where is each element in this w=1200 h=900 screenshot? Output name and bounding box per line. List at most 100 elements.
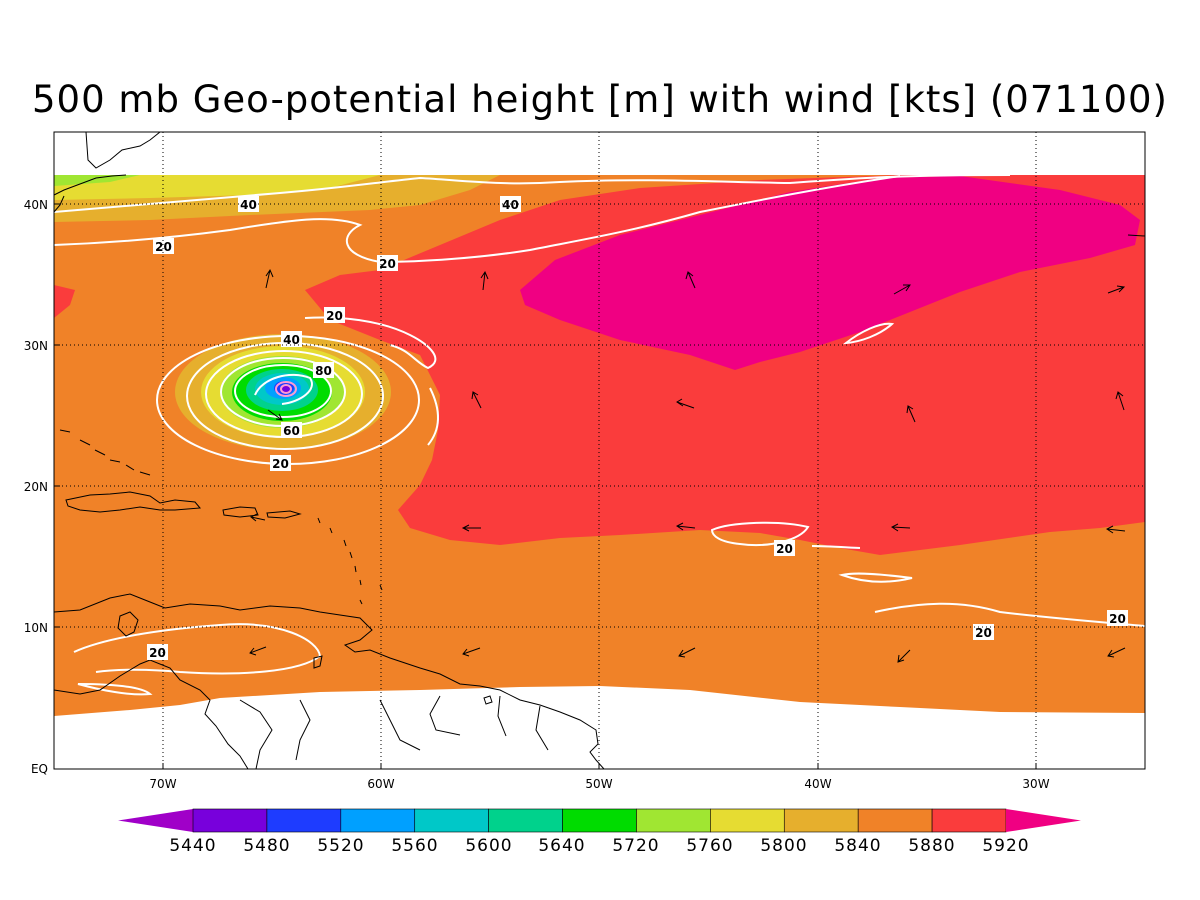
- colorbar-label: 5800: [760, 836, 807, 856]
- colorbar-swatch: [857, 808, 933, 833]
- colorbar-label: 5760: [686, 836, 733, 856]
- colorbar-label: 5520: [317, 836, 364, 856]
- colorbar-swatch: [562, 808, 637, 833]
- lon-label-50w: 50W: [585, 777, 612, 791]
- contour-label-text: 20: [272, 457, 289, 471]
- wind-contour: [838, 572, 913, 583]
- wind-arrow: [1107, 285, 1126, 294]
- lon-label-30w: 30W: [1022, 777, 1049, 791]
- colorbar-swatch: [710, 808, 785, 833]
- height-band-5920: [520, 176, 1140, 370]
- colorbar-label: 5920: [982, 836, 1029, 856]
- contour-label-text: 60: [283, 424, 300, 438]
- colorbar-swatch: [340, 808, 416, 833]
- height-band-5880-west: [54, 285, 75, 318]
- wind-arrow: [891, 523, 911, 532]
- colorbar: [118, 808, 1081, 833]
- coastline-trinidad: [313, 655, 323, 669]
- contour-label-text: 80: [315, 364, 332, 378]
- colorbar-swatch: [118, 809, 193, 832]
- wind-arrow: [1106, 525, 1126, 534]
- lon-label-60w: 60W: [367, 777, 394, 791]
- colorbar-swatch: [931, 808, 1007, 833]
- contour-label-text: 40: [240, 198, 257, 212]
- colorbar-labels: 5440 5480 5520 5560 5600 5640 5720 5760 …: [169, 836, 1029, 856]
- wind-contour: [710, 521, 810, 546]
- colorbar-swatch: [192, 808, 268, 833]
- contour-label: 20: [973, 624, 994, 640]
- contour-label: 60: [281, 422, 302, 438]
- lat-label-40n: 40N: [24, 198, 48, 212]
- wind-arrow: [265, 268, 274, 289]
- contour-label-text: 20: [155, 240, 172, 254]
- lon-label-40w: 40W: [804, 777, 831, 791]
- wind-arrow: [893, 284, 911, 295]
- colorbar-label: 5600: [465, 836, 512, 856]
- wind-arrow: [906, 405, 916, 423]
- contour-label-text: 40: [283, 333, 300, 347]
- wind-arrow: [676, 398, 695, 409]
- colorbar-label: 5880: [908, 836, 955, 856]
- wind-arrow: [480, 270, 489, 291]
- contour-label-text: 20: [1109, 612, 1126, 626]
- coastline-south-america: [53, 593, 605, 770]
- lat-label-20n: 20N: [24, 480, 48, 494]
- wind-contour: [874, 602, 1145, 627]
- wind-arrow: [267, 409, 283, 421]
- contour-label-text: 20: [326, 309, 343, 323]
- coastlines: [53, 131, 605, 770]
- colorbar-label: 5720: [612, 836, 659, 856]
- colorbar-label: 5560: [391, 836, 438, 856]
- wind-arrow: [897, 649, 911, 663]
- wind-contour: [427, 387, 439, 446]
- wind-contour: [280, 384, 292, 394]
- colorbar-swatch: [1006, 809, 1081, 832]
- lat-label-10n: 10N: [24, 621, 48, 635]
- contour-label: 20: [153, 238, 174, 254]
- map-title: 500 mb Geo-potential height [m] with win…: [32, 78, 1168, 121]
- coastline-lesser-antilles: [317, 517, 383, 605]
- wind-contour: [54, 174, 1011, 213]
- lat-label-eq: EQ: [31, 762, 48, 776]
- wind-arrow: [685, 271, 696, 289]
- lon-label-70w: 70W: [149, 777, 176, 791]
- coastline-tobago: [483, 695, 493, 705]
- colorbar-swatch: [636, 808, 711, 833]
- contour-label: 20: [774, 540, 795, 556]
- lat-label-30n: 30N: [24, 339, 48, 353]
- wind-contour: [234, 364, 332, 418]
- wind-arrow: [678, 647, 696, 658]
- height-band-5720: [54, 175, 140, 186]
- contour-label-text: 20: [776, 542, 793, 556]
- contour-label: 80: [313, 362, 334, 378]
- contour-label: 40: [281, 331, 302, 347]
- colorbar-label: 5440: [169, 836, 216, 856]
- contour-label: 20: [324, 307, 345, 323]
- wind-arrow: [1107, 647, 1126, 658]
- wind-arrow: [1127, 234, 1146, 237]
- wind-arrow: [676, 522, 696, 531]
- wind-contour: [811, 545, 861, 549]
- wind-arrow: [462, 647, 481, 657]
- colorbar-label: 5840: [834, 836, 881, 856]
- wind-arrow: [1115, 391, 1125, 411]
- colorbar-swatch: [488, 808, 563, 833]
- contour-label-text: 20: [379, 257, 396, 271]
- longitude-labels: 70W 60W 50W 40W 30W: [149, 777, 1049, 791]
- wind-contour: [254, 373, 313, 405]
- wind-contour: [275, 381, 297, 397]
- wind-arrow: [249, 646, 267, 656]
- wind-vectors: [249, 234, 1146, 663]
- axis-ticks: [54, 203, 1037, 770]
- colorbar-swatch: [266, 808, 342, 833]
- contour-label: 20: [147, 644, 168, 660]
- coastline-lake-maracaibo: [117, 611, 139, 637]
- contour-label: 20: [1107, 610, 1128, 626]
- coastline-border: [239, 695, 549, 770]
- wind-contour: [77, 683, 153, 696]
- coastline-bahamas: [59, 429, 151, 476]
- contour-label: 20: [270, 455, 291, 471]
- contour-label-text: 20: [975, 626, 992, 640]
- contour-label: 20: [377, 255, 398, 271]
